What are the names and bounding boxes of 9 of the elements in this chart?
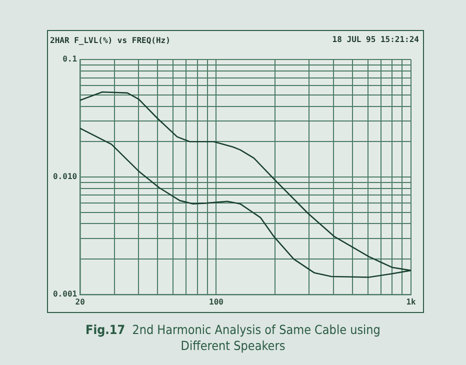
y-tick-label: 0.001	[52, 289, 78, 298]
y-tick-label: 0.1	[62, 54, 78, 64]
text: 18 JUL 95 15:21:24	[332, 35, 420, 44]
x-tick-label: 20	[75, 297, 86, 306]
chart-subtitle: 2HAR F_LVL(%) vs FREQ(Hz)	[50, 36, 170, 45]
x-tick-label: 1k	[406, 297, 416, 306]
text: Fig.17 2nd Harmonic Analysis of Same Cable using Different Speakers	[84, 322, 382, 354]
x-tick-label: 100	[209, 297, 224, 306]
y-tick-label: 0.010	[52, 172, 78, 182]
